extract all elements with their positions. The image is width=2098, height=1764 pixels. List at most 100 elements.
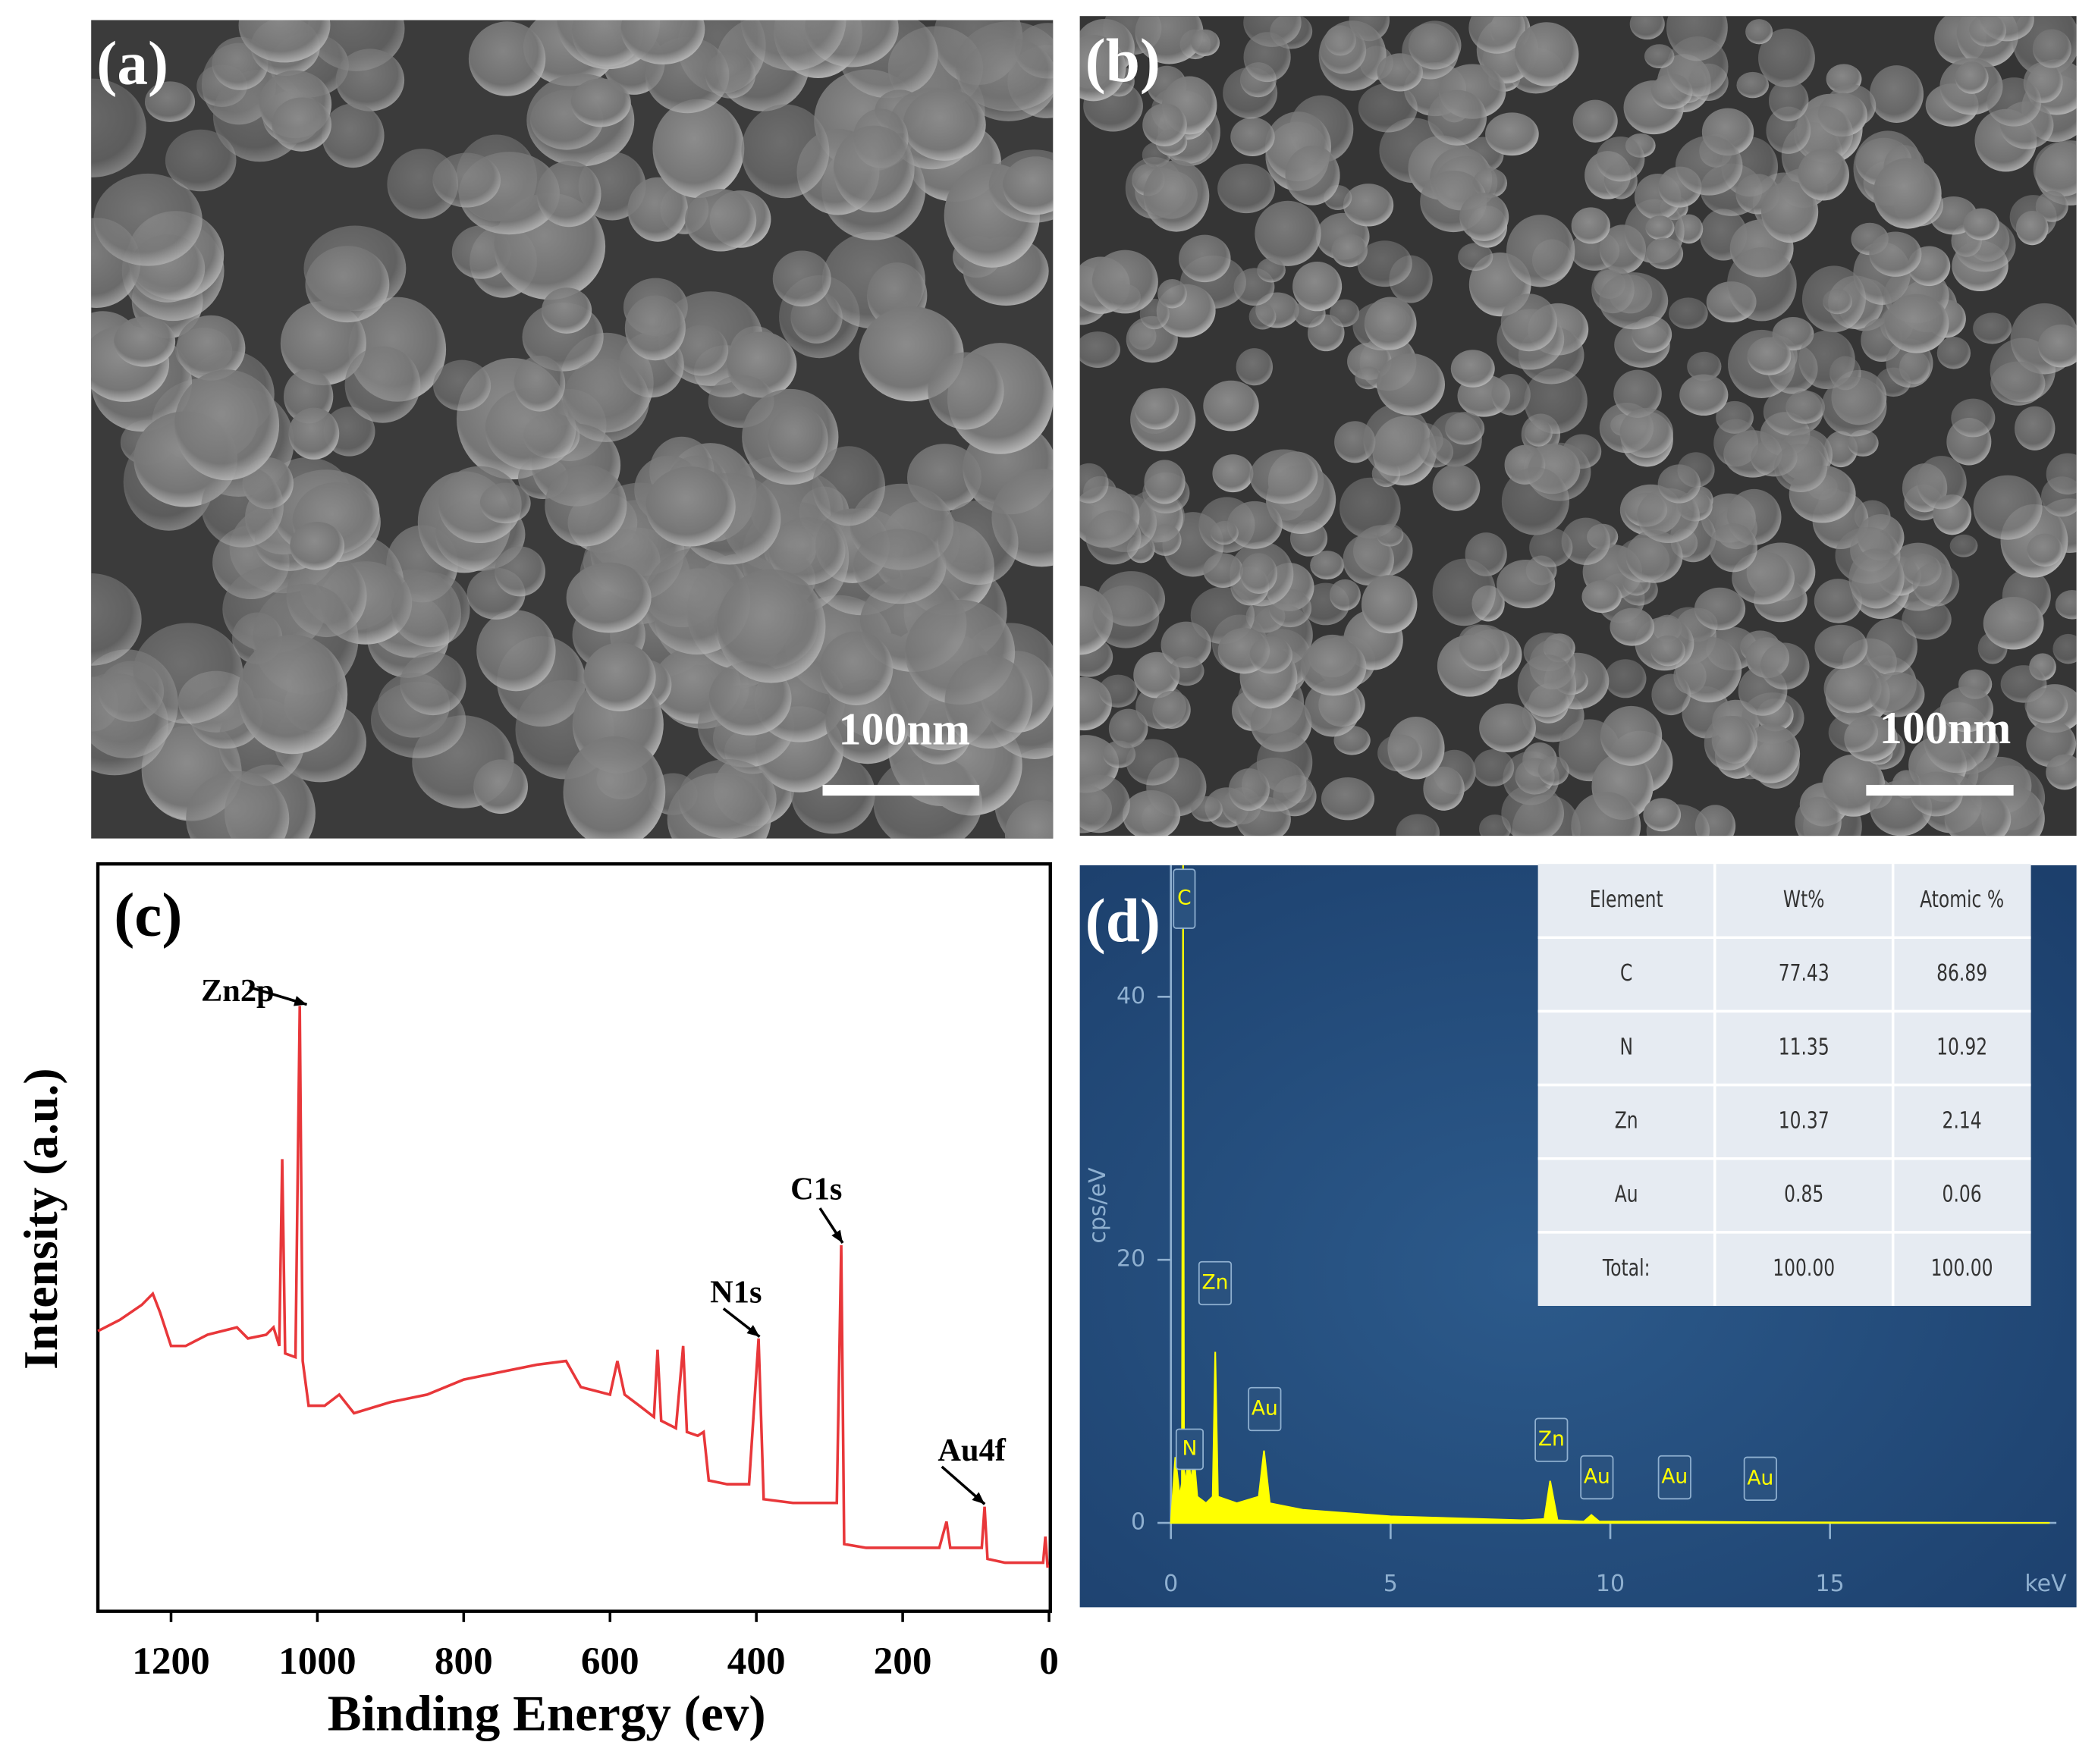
table-cell: 86.89: [1936, 960, 1987, 987]
grain: [1939, 686, 1994, 733]
grain: [1821, 376, 1887, 437]
arrow-head: [746, 1325, 760, 1337]
grain: [1949, 534, 1978, 557]
grain: [2052, 633, 2077, 664]
grain: [1572, 99, 1618, 143]
grain: [1828, 712, 1878, 753]
grain: [1650, 635, 1685, 667]
grain: [514, 355, 566, 412]
grain: [1666, 36, 1729, 97]
grain: [1694, 587, 1746, 631]
grain: [1500, 293, 1557, 352]
table-cell: N: [1619, 1034, 1633, 1061]
grain: [288, 407, 340, 460]
grain: [174, 369, 280, 481]
grain: [2015, 211, 2049, 246]
grain: [1459, 193, 1509, 241]
panel-label: (d): [1085, 887, 1160, 955]
grain: [1768, 80, 1809, 121]
grain: [1514, 22, 1579, 86]
grain: [1377, 53, 1423, 92]
x-axis-label: keV: [2024, 1571, 2067, 1597]
grain: [1321, 777, 1375, 821]
grain: [1679, 374, 1729, 416]
grain: [1122, 789, 1181, 836]
table-cell: 11.35: [1779, 1034, 1829, 1061]
grain: [2046, 754, 2077, 790]
grain: [1645, 237, 1684, 270]
grain: [1884, 293, 1949, 353]
grain: [1179, 234, 1231, 283]
peak-label: Au: [1252, 1396, 1278, 1420]
arrow-head: [831, 1229, 843, 1243]
grain: [1473, 749, 1515, 786]
grain: [1139, 298, 1170, 330]
grain: [1675, 136, 1743, 196]
scale-bar-label: 100nm: [1880, 702, 2011, 753]
grain: [1212, 454, 1254, 493]
grain: [495, 546, 545, 597]
grain: [1651, 673, 1691, 716]
grain: [1002, 156, 1054, 215]
grain: [768, 517, 846, 585]
grain: [1236, 348, 1273, 386]
y-axis-label: cps/eV: [1085, 1167, 1111, 1244]
arrow-head: [293, 996, 307, 1006]
peak-label: C: [1177, 887, 1192, 910]
grain: [1869, 65, 1924, 124]
peak-label: Au: [1661, 1465, 1688, 1489]
grain: [2032, 29, 2071, 68]
grain: [563, 736, 666, 839]
table-cell: C: [1620, 960, 1632, 987]
grain: [1459, 624, 1509, 672]
grain: [1240, 553, 1278, 595]
grain: [1963, 208, 1999, 240]
table-cell: 100.00: [1931, 1255, 1993, 1282]
panel-label: (b): [1085, 27, 1160, 95]
grain: [322, 103, 385, 168]
grain: [705, 51, 756, 99]
grain: [768, 406, 828, 473]
grain: [1409, 20, 1462, 70]
grain: [1823, 663, 1882, 714]
table-header: Element: [1590, 887, 1663, 913]
grain: [1445, 412, 1485, 445]
grain: [1760, 642, 1810, 690]
grain: [1249, 636, 1292, 674]
grain: [1190, 29, 1220, 57]
grain: [1798, 149, 1849, 201]
grain: [620, 20, 705, 64]
sem-texture: [91, 20, 1054, 839]
grain: [583, 642, 656, 711]
grain: [1625, 529, 1683, 583]
peak-label-box: [1248, 1386, 1282, 1432]
grain: [1285, 146, 1340, 206]
grain: [1795, 796, 1842, 836]
grain: [305, 246, 390, 323]
grain: [624, 295, 686, 361]
annotation: N1s: [710, 1275, 762, 1310]
grain: [1726, 246, 1797, 322]
grain: [1450, 350, 1495, 388]
grain: [1643, 798, 1682, 832]
grain: [238, 20, 331, 63]
grain: [93, 173, 203, 266]
grain: [1468, 16, 1525, 54]
panel-label: (c): [114, 881, 182, 949]
grain: [1983, 596, 2044, 650]
grain: [2033, 141, 2077, 197]
grain: [1873, 158, 1942, 229]
y-tick-label: 40: [1117, 983, 1145, 1009]
grain: [479, 482, 531, 524]
grain: [1191, 796, 1223, 822]
grain: [1085, 510, 1142, 565]
x-tick-label: 800: [435, 1640, 493, 1683]
peak-label: Au: [1584, 1465, 1610, 1489]
peak-label-box: [1175, 1428, 1204, 1471]
grain: [1600, 705, 1663, 766]
table-cell: Au: [1615, 1182, 1638, 1208]
grain: [1704, 715, 1755, 771]
grain: [1142, 103, 1187, 146]
grain: [1524, 368, 1588, 434]
grain: [1529, 528, 1573, 567]
